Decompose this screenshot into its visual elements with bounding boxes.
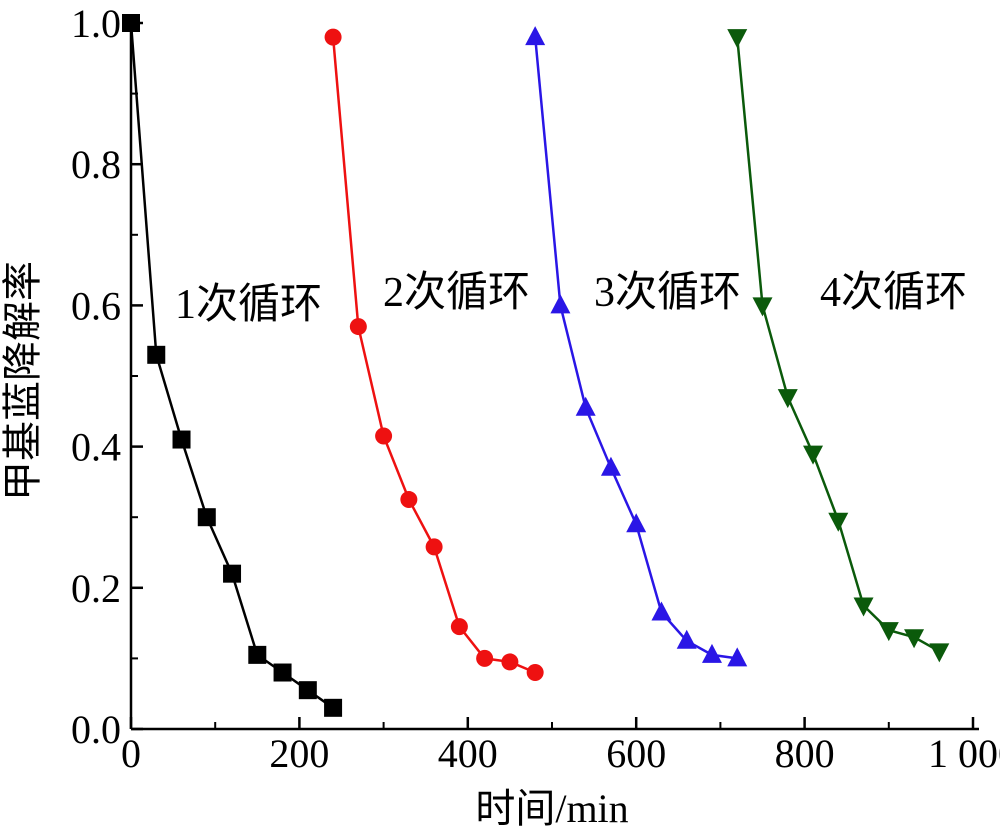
y-tick-label: 0.2 [71,566,121,611]
series-1 [122,14,343,717]
data-point [575,396,596,416]
data-point [197,508,216,527]
y-tick-label: 0.6 [71,283,121,328]
data-point [701,643,722,663]
series-line [735,36,940,653]
data-point [172,430,191,449]
series-label: 4次循环 [820,270,967,316]
data-point [476,649,494,667]
series-3 [525,26,748,667]
x-axis-title: 时间/min [475,786,628,831]
series-layer [122,14,950,717]
data-point [727,29,748,49]
data-point [425,538,443,556]
data-point [324,28,342,46]
data-point [853,597,874,617]
data-point [626,513,647,533]
data-point [324,698,343,717]
series-label: 1次循环 [175,282,322,328]
series-label: 2次循环 [383,270,530,316]
x-tick-label: 600 [606,731,666,776]
x-tick-label: 1 000 [928,731,1000,776]
data-point [147,345,166,364]
data-point [501,653,519,671]
data-point [525,26,546,46]
series-line [331,36,536,674]
x-tick-label: 200 [269,731,329,776]
data-point [122,14,140,32]
data-point [600,456,621,476]
data-point [526,664,544,682]
data-point [651,601,672,621]
y-tick-label: 0.0 [71,707,121,752]
data-point [777,389,798,409]
series-4 [727,29,950,663]
data-point [450,618,468,636]
y-tick-label: 0.4 [71,425,121,470]
data-point [878,622,899,642]
data-point [904,629,925,649]
y-tick-label: 1.0 [71,1,121,46]
series-annotations: 1次循环 2次循环 3次循环 4次循环 [175,270,967,328]
series-line [533,36,738,660]
x-tick-label: 400 [438,731,498,776]
data-point [223,564,242,583]
data-point [929,643,950,663]
series-line [129,22,334,709]
data-point [375,427,393,445]
series-label: 3次循环 [594,270,741,316]
data-point [248,645,267,664]
data-point [400,491,418,509]
data-point [676,629,697,649]
data-point [803,445,824,465]
data-point [349,318,367,336]
data-point [752,297,773,317]
data-point [828,512,849,532]
x-tick-label: 0 [121,731,141,776]
series-2 [324,28,544,682]
y-tick-label: 0.8 [71,142,121,187]
data-point [727,647,748,667]
x-tick-label: 800 [775,731,835,776]
data-point [298,681,317,700]
data-point [550,294,571,314]
data-point [273,663,292,682]
y-axis-title: 甲基蓝降解率 [0,261,45,501]
